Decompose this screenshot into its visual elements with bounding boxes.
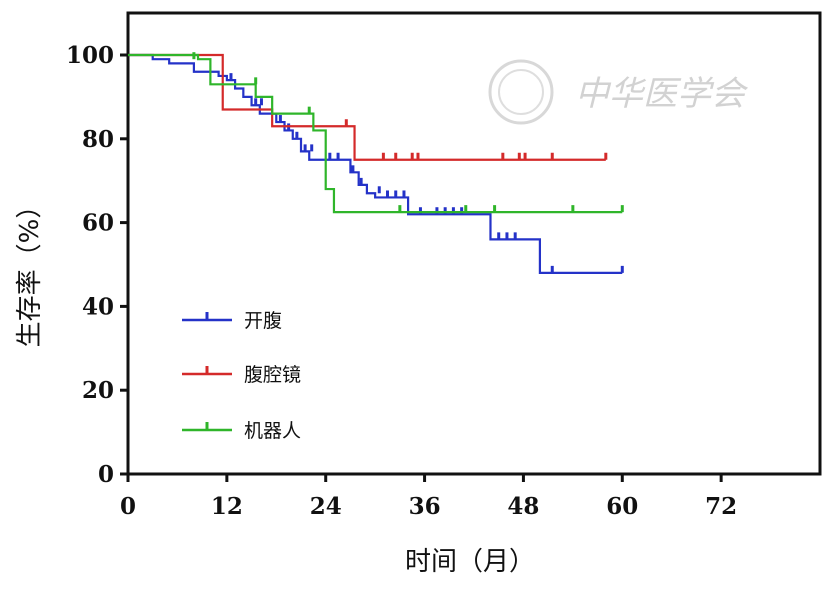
x-tick-label: 60 bbox=[606, 493, 638, 520]
y-tick-label: 0 bbox=[98, 461, 114, 488]
watermark-text: 中华医学会 bbox=[575, 74, 749, 114]
x-tick-label: 72 bbox=[705, 493, 737, 520]
survival-curves bbox=[128, 52, 624, 274]
series-line-0 bbox=[128, 53, 623, 274]
watermark-seal-inner bbox=[498, 69, 544, 115]
legend-label: 机器人 bbox=[244, 420, 301, 442]
series-line-2 bbox=[128, 53, 623, 214]
x-tick-label: 12 bbox=[211, 493, 243, 520]
watermark: 中华医学会 bbox=[488, 59, 749, 125]
x-axis-title: 时间（月） bbox=[405, 547, 535, 577]
y-tick-label: 20 bbox=[82, 377, 114, 404]
x-tick-label: 24 bbox=[310, 493, 342, 520]
x-tick-label: 36 bbox=[409, 493, 441, 520]
legend-label: 腹腔镜 bbox=[244, 364, 301, 386]
x-axis: 0 12 24 36 48 60 72 bbox=[120, 474, 737, 520]
y-tick-label: 100 bbox=[66, 42, 114, 69]
x-tick-label: 48 bbox=[507, 493, 539, 520]
y-axis-title: 生存率（%） bbox=[15, 193, 45, 348]
y-tick-label: 60 bbox=[82, 210, 114, 237]
watermark-seal-icon bbox=[488, 59, 554, 125]
legend-label: 开腹 bbox=[244, 310, 282, 332]
plot-frame bbox=[126, 11, 822, 476]
y-axis: 0 20 40 60 80 100 bbox=[66, 42, 128, 488]
x-tick-label: 0 bbox=[120, 493, 136, 520]
y-tick-label: 80 bbox=[82, 126, 114, 153]
y-tick-label: 40 bbox=[82, 293, 114, 320]
